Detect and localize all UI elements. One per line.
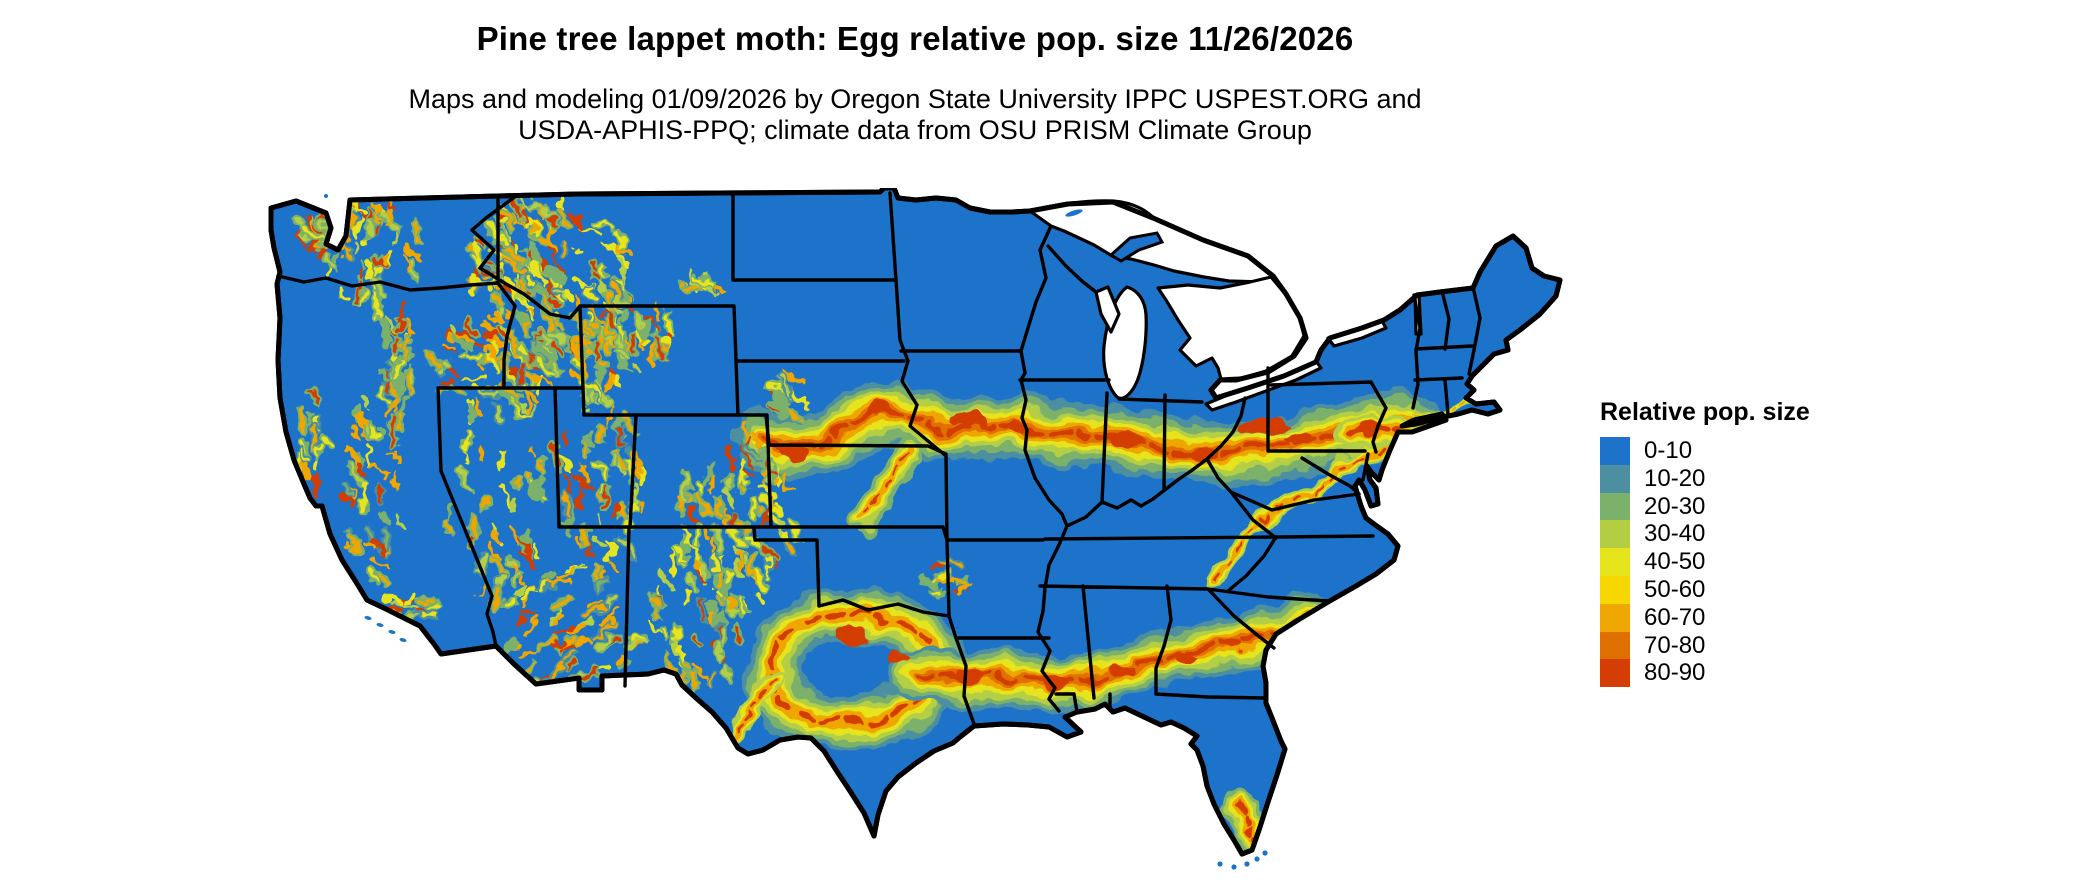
legend-row: 0-10 <box>1600 437 1900 465</box>
keweenaw-peninsula <box>1108 231 1165 263</box>
legend: Relative pop. size 0-10 10-20 20-30 30-40 40… <box>1600 398 1900 688</box>
page-title: Pine tree lappet moth: Egg relative pop.… <box>476 20 1354 57</box>
legend-swatch <box>1600 631 1630 660</box>
channel-island <box>388 630 396 634</box>
legend-swatch <box>1600 492 1630 521</box>
legend-row: 80-90 <box>1600 659 1900 688</box>
legend-row: 30-40 <box>1600 520 1900 549</box>
legend-swatch <box>1600 437 1630 465</box>
green-bay <box>1094 285 1121 334</box>
state-borders <box>276 191 1482 726</box>
legend-row: 40-50 <box>1600 548 1900 576</box>
legend-label: 80-90 <box>1644 659 1706 687</box>
legend-label: 60-70 <box>1644 603 1706 631</box>
florida-keys-island <box>1262 850 1268 856</box>
florida-keys-island <box>1217 861 1223 867</box>
us-coastline <box>268 188 1563 857</box>
channel-island <box>399 638 407 642</box>
legend-row: 60-70 <box>1600 603 1900 632</box>
legend-row: 70-80 <box>1600 631 1900 660</box>
legend-swatch <box>1600 520 1630 549</box>
isle-royale <box>1065 209 1083 217</box>
florida-keys-island <box>1244 861 1250 867</box>
channel-island <box>364 616 372 620</box>
legend-label: 40-50 <box>1644 548 1706 576</box>
legend-label: 70-80 <box>1644 631 1706 659</box>
florida-keys-island <box>1254 856 1260 862</box>
us-population-map <box>268 188 1563 870</box>
legend-swatch <box>1600 659 1630 688</box>
san-juan-island <box>324 194 328 198</box>
legend-label: 20-30 <box>1644 492 1706 520</box>
legend-label: 10-20 <box>1644 464 1706 492</box>
legend-row: 20-30 <box>1600 492 1900 521</box>
legend-rows: 0-10 10-20 20-30 30-40 40-50 50-60 60-70 70-80 8… <box>1600 437 1900 688</box>
legend-label: 30-40 <box>1644 520 1706 548</box>
legend-swatch <box>1600 603 1630 632</box>
legend-title: Relative pop. size <box>1600 398 1810 426</box>
subtitle-line1: Maps and modeling 01/09/2026 by Oregon S… <box>408 84 1422 114</box>
legend-swatch <box>1600 464 1630 493</box>
legend-label: 50-60 <box>1644 575 1706 603</box>
subtitle-line2: USDA-APHIS-PPQ; climate data from OSU PR… <box>518 115 1312 145</box>
legend-swatch <box>1600 548 1630 576</box>
legend-row: 50-60 <box>1600 575 1900 604</box>
channel-island <box>376 623 384 627</box>
legend-label: 0-10 <box>1644 437 1693 464</box>
legend-row: 10-20 <box>1600 464 1900 493</box>
legend-swatch <box>1600 575 1630 604</box>
florida-keys-island <box>1231 864 1237 870</box>
